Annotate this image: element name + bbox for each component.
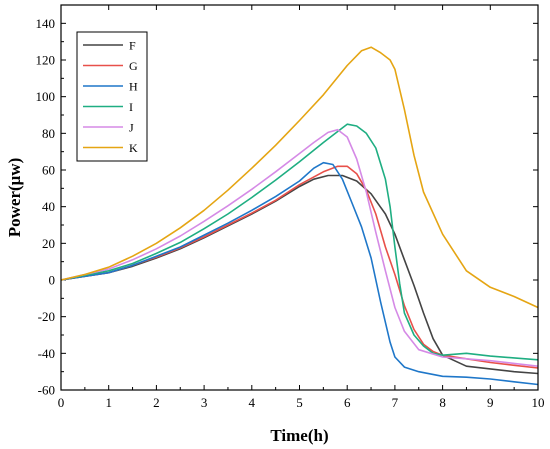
y-tick-label: 140 bbox=[36, 16, 56, 31]
y-tick-label: -20 bbox=[38, 309, 55, 324]
plot-frame bbox=[60, 4, 539, 391]
series-line-J bbox=[60, 128, 539, 367]
x-tick-label: 9 bbox=[487, 395, 494, 410]
x-tick-label: 6 bbox=[344, 395, 351, 410]
legend-label-H: H bbox=[129, 80, 138, 94]
x-tick-label: 7 bbox=[392, 395, 399, 410]
legend-label-K: K bbox=[129, 141, 138, 155]
x-tick-label: 3 bbox=[201, 395, 208, 410]
x-tick-label: 10 bbox=[532, 395, 545, 410]
y-tick-label: 0 bbox=[49, 273, 56, 288]
series-layer bbox=[60, 46, 539, 386]
series-line-I bbox=[60, 123, 539, 361]
x-tick-label: 2 bbox=[153, 395, 160, 410]
legend-label-I: I bbox=[129, 100, 133, 114]
series-line-G bbox=[60, 165, 539, 369]
x-tick-label: 1 bbox=[105, 395, 112, 410]
x-tick-label: 4 bbox=[249, 395, 256, 410]
x-tick-label: 0 bbox=[58, 395, 65, 410]
y-tick-label: 40 bbox=[42, 199, 55, 214]
x-tick-label: 5 bbox=[296, 395, 303, 410]
y-tick-label: 120 bbox=[36, 53, 56, 68]
y-tick-label: 20 bbox=[42, 236, 55, 251]
y-tick-label: 80 bbox=[42, 126, 55, 141]
legend-box bbox=[76, 31, 148, 162]
legend-label-G: G bbox=[129, 59, 138, 73]
y-tick-label: 60 bbox=[42, 163, 55, 178]
x-axis-title: Time(h) bbox=[270, 426, 328, 445]
series-line-F bbox=[60, 174, 539, 375]
y-axis-title: Power(μw) bbox=[5, 158, 24, 238]
ticklabels-layer: 0 1 2 3 4 5 6 7 8 9 10 -60 -40 -20 0 20 40 60 80 100 120 140 bbox=[36, 16, 545, 410]
series-line-K bbox=[60, 46, 539, 309]
legend-label-F: F bbox=[129, 39, 136, 53]
legend-label-J: J bbox=[129, 121, 134, 135]
x-tick-label: 8 bbox=[439, 395, 446, 410]
y-tick-label: -40 bbox=[38, 346, 55, 361]
series-line-H bbox=[60, 161, 539, 386]
y-tick-label: -60 bbox=[38, 383, 55, 398]
y-tick-label: 100 bbox=[36, 89, 56, 104]
